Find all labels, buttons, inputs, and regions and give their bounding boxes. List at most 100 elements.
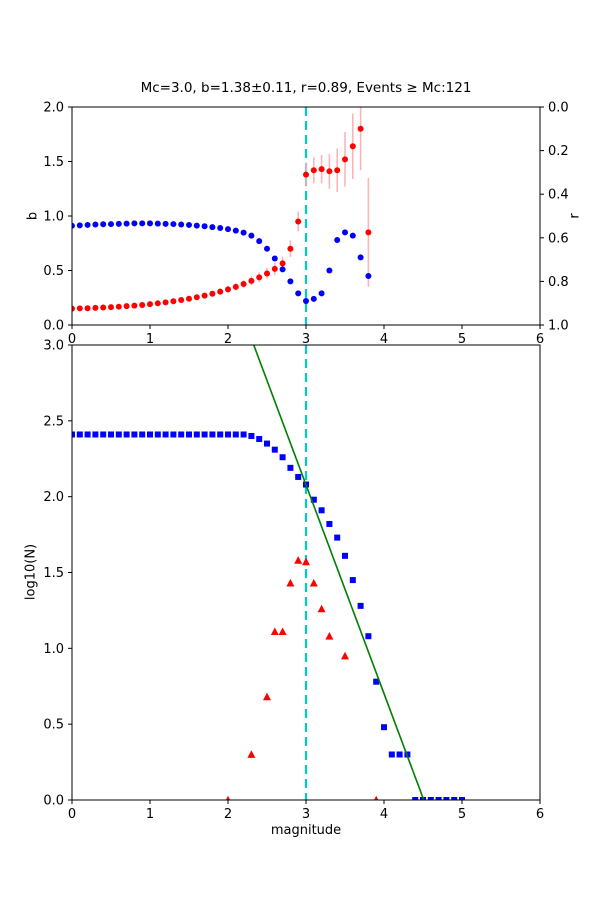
y-tick-label: 2.0 — [43, 490, 64, 505]
data-point — [209, 431, 216, 438]
data-point — [225, 795, 231, 800]
x-tick-label: 0 — [68, 807, 76, 822]
data-point — [72, 305, 75, 312]
r-goodness-series — [72, 220, 372, 305]
data-point — [287, 245, 294, 252]
y2-tick-label: 0.8 — [548, 275, 569, 290]
data-point — [318, 290, 325, 297]
data-point — [193, 431, 200, 438]
y2-tick-label: 0.4 — [548, 188, 569, 203]
data-point — [459, 797, 465, 800]
data-point — [162, 220, 169, 227]
data-point — [334, 534, 341, 541]
data-point — [264, 270, 270, 277]
data-point — [186, 221, 192, 228]
data-point — [373, 795, 379, 800]
data-point — [147, 431, 153, 438]
data-point — [100, 221, 107, 228]
data-point — [154, 220, 161, 227]
data-point — [310, 167, 317, 174]
data-point — [443, 797, 450, 800]
data-point — [342, 156, 348, 163]
y-tick-label: 1.5 — [43, 566, 64, 581]
data-point — [84, 305, 91, 312]
data-point — [139, 220, 146, 227]
data-point — [388, 751, 395, 758]
data-point — [240, 281, 247, 288]
y-tick-label: 2.5 — [43, 414, 64, 429]
plot-frame-1 — [71, 344, 541, 801]
data-point — [240, 229, 247, 236]
x-tick-label: 4 — [380, 332, 388, 347]
y2-tick-label: 0.0 — [548, 101, 569, 116]
x-tick-label: 5 — [458, 807, 466, 822]
y-tick-label: 0.5 — [43, 264, 64, 279]
data-point — [240, 431, 247, 438]
data-point — [286, 578, 295, 587]
data-point — [341, 651, 349, 660]
data-point — [373, 678, 380, 685]
data-point — [170, 298, 177, 305]
data-point — [76, 431, 83, 438]
data-point — [76, 305, 83, 312]
data-point — [100, 431, 107, 438]
gr-fit-line — [252, 345, 425, 800]
x-tick-label: 3 — [302, 332, 310, 347]
data-point — [108, 304, 114, 311]
y-tick-label: 0.0 — [43, 794, 64, 809]
data-point — [264, 440, 270, 447]
data-point — [318, 166, 325, 173]
xlabel-magnitude: magnitude — [270, 823, 342, 838]
data-point — [108, 431, 114, 438]
data-point — [365, 633, 372, 640]
data-point — [310, 496, 317, 503]
data-point — [108, 221, 114, 228]
data-point — [256, 436, 263, 443]
y-tick-label: 0.0 — [43, 319, 64, 334]
data-point — [217, 224, 224, 231]
data-point — [209, 224, 216, 231]
data-point — [247, 750, 256, 758]
data-point — [209, 290, 216, 297]
data-point — [303, 298, 309, 305]
data-point — [115, 220, 122, 227]
data-point — [92, 431, 99, 438]
x-tick-label: 5 — [458, 332, 466, 347]
y-tick-label: 0.5 — [43, 718, 64, 733]
data-point — [193, 294, 200, 301]
data-point — [225, 286, 231, 293]
x-tick-label: 4 — [380, 807, 388, 822]
data-point — [193, 222, 200, 229]
data-point — [310, 295, 317, 302]
y2-tick-label: 0.2 — [548, 144, 569, 159]
data-point — [381, 724, 387, 731]
y2-tick-label: 1.0 — [548, 319, 569, 334]
data-point — [123, 220, 130, 227]
data-point — [270, 627, 279, 636]
data-point — [154, 431, 161, 438]
data-point — [92, 304, 99, 311]
cumulative-count-series — [72, 431, 465, 800]
data-point — [248, 277, 255, 284]
data-point — [349, 143, 356, 150]
data-point — [76, 222, 83, 229]
data-point — [334, 167, 341, 174]
y-tick-label: 2.0 — [43, 101, 64, 116]
data-point — [334, 236, 341, 243]
data-point — [147, 301, 153, 308]
plot-area-0 — [72, 107, 372, 325]
data-point — [451, 797, 458, 800]
data-point — [201, 223, 208, 230]
x-tick-label: 1 — [146, 332, 154, 347]
y-tick-label: 3.0 — [43, 339, 64, 354]
ylabel-r: r — [567, 213, 583, 219]
data-point — [342, 552, 348, 559]
data-point — [225, 431, 231, 438]
data-point — [178, 221, 185, 228]
data-point — [248, 433, 255, 439]
y2-tick-label: 0.6 — [548, 231, 569, 246]
data-point — [115, 431, 122, 438]
data-point — [294, 556, 303, 564]
